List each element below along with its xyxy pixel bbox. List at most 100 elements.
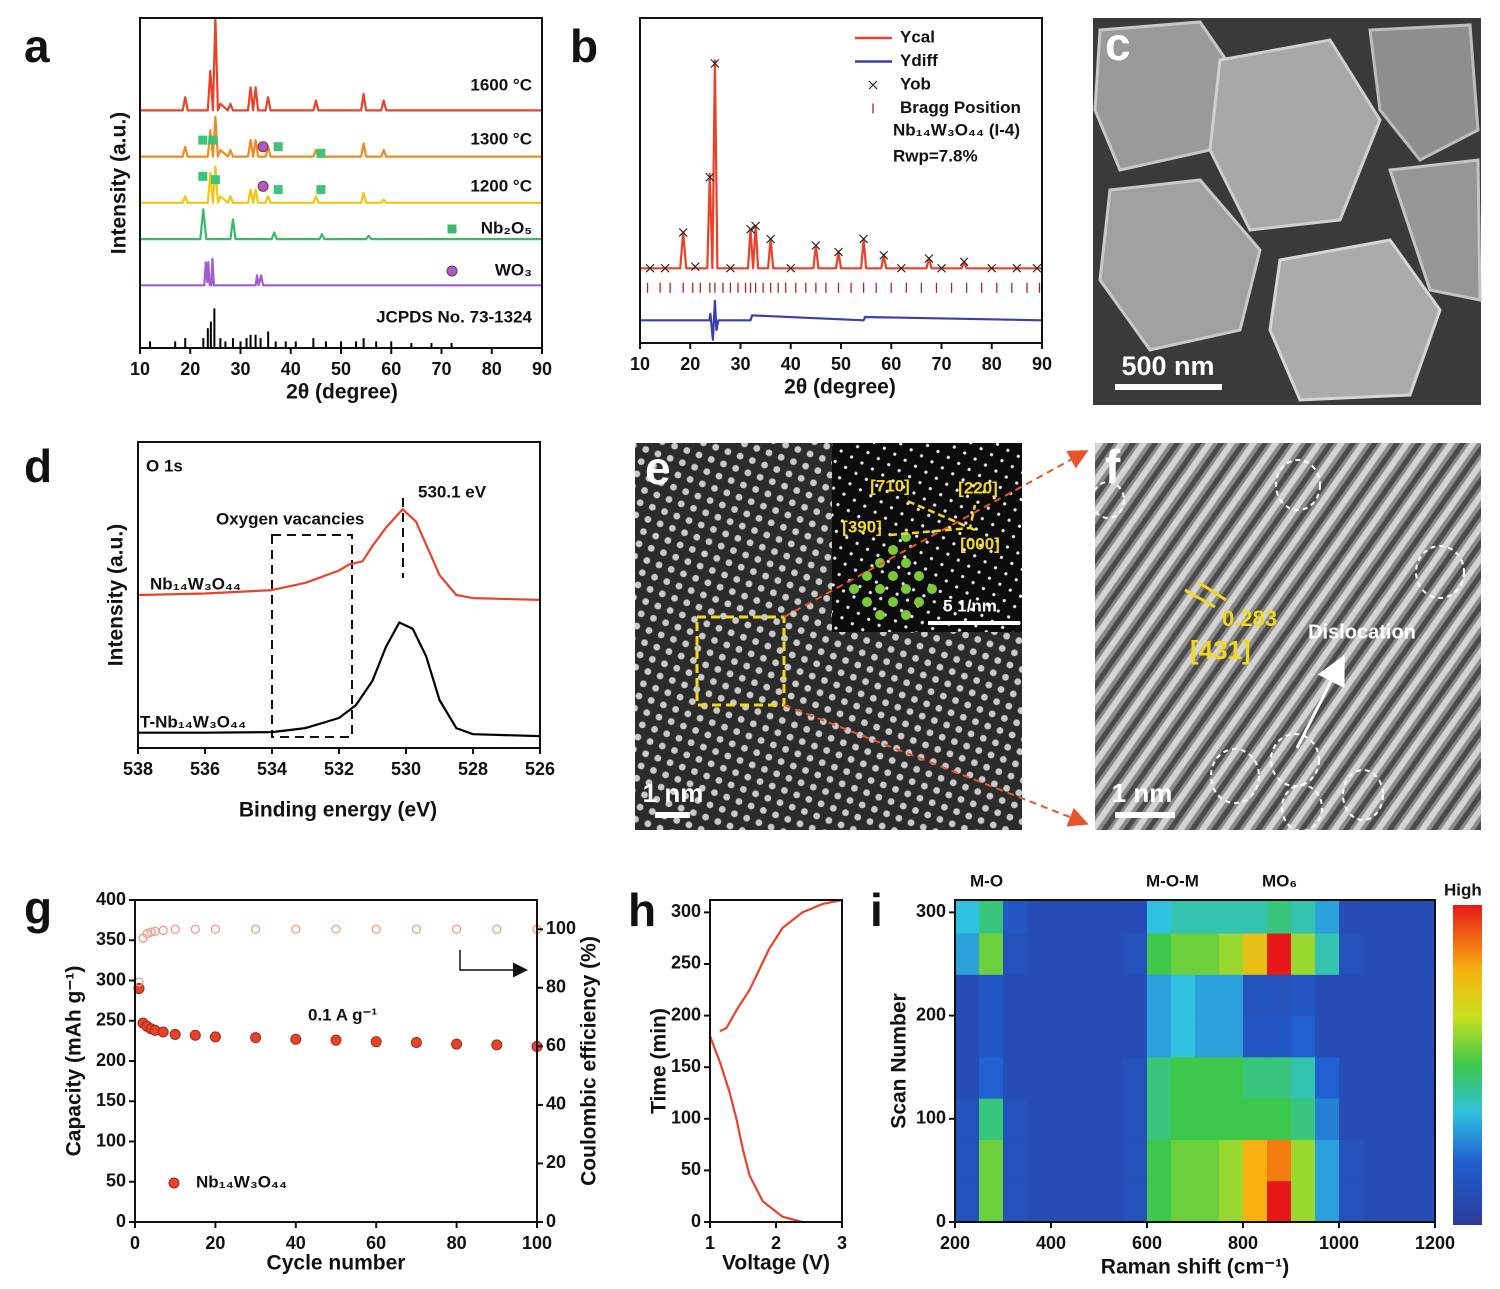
point [210,924,221,934]
heat-cell [1147,933,1172,975]
heat-cell [1267,1015,1292,1058]
heat-cell [1003,1098,1028,1140]
x-tick-label: 1200 [1415,1233,1455,1253]
x-tick-label: 100 [522,1233,552,1253]
heat-cell [1027,1056,1052,1099]
heat-cell [1027,1180,1052,1223]
heat-cell [1363,933,1388,975]
heat-cell [1387,974,1412,1017]
x-tick-label: 80 [982,354,1002,374]
heat-cell [1243,1180,1268,1223]
heat-cell [979,1015,1004,1058]
heat-cell [1051,1098,1076,1140]
axis-arrow [459,950,528,978]
heat-cell [1411,1139,1436,1182]
y-tick-label: 50 [681,1159,701,1179]
heat-cell [1267,1056,1292,1099]
heat-cell [955,1015,980,1058]
x-tick-label: 600 [1132,1233,1162,1253]
heat-cell [1387,933,1412,975]
heat-cell [1339,933,1364,975]
x-tick-label: 200 [940,1233,970,1253]
point [859,234,869,244]
heat-cell [1027,1139,1052,1182]
x-axis-label: 2θ (degree) [286,381,398,404]
plot-frame [954,899,1436,1223]
point [451,1038,463,1050]
y2-tick-label: 100 [546,918,576,938]
point [834,247,843,257]
heat-cell [1339,974,1364,1017]
legend-label: Yob [900,74,931,93]
x-tick-label: 536 [190,759,220,779]
heat-cell [1147,900,1172,934]
y-axis-label: Scan Number [888,993,911,1128]
heat-cell [955,1098,980,1140]
heat-cell [1243,933,1268,975]
y-tick-label: 150 [96,1090,126,1110]
y-tick-label: 100 [671,1108,701,1128]
series-label: Nb₁₄W₃O₄₄ [150,574,241,593]
heat-cell [1027,933,1052,975]
heat-cell [1339,1015,1364,1058]
panel-label: a [24,20,50,72]
dislocation-label: Dislocation [1308,621,1416,643]
point [257,180,269,192]
point [250,1032,262,1044]
heat-cell [1195,1139,1220,1182]
series-line [140,208,542,241]
point [1012,263,1022,273]
heat-cell [1291,1015,1316,1058]
heat-cell [1123,1056,1148,1099]
point [896,263,906,273]
heat-cell [1195,933,1220,975]
point [330,1034,342,1046]
x-tick-label: 60 [366,1233,386,1253]
annotation: O 1s [146,456,183,475]
heat-cell [1411,1056,1436,1099]
point [170,924,180,934]
heat-cell [1411,1098,1436,1140]
point [746,224,755,234]
zoom-line [783,704,1089,827]
point [1032,263,1042,273]
series-label: 1300 °C [470,129,532,148]
heat-cell [1387,1180,1412,1223]
x-tick-label: 532 [324,759,354,779]
heat-cell [1387,1139,1412,1182]
point [451,924,462,934]
heat-cell [1267,900,1292,934]
heat-cell [1267,1180,1292,1223]
annotation: Oxygen vacancies [216,509,364,528]
heat-cell [1027,1015,1052,1058]
point [316,185,326,195]
annotation: Rwp=7.8% [893,146,978,165]
y-axis-label: Time (min) [648,1008,671,1114]
panel-label: c [1105,18,1131,70]
heat-cell [1243,900,1268,934]
x-tick-label: 0 [130,1233,140,1253]
heat-cell [1075,1139,1100,1182]
heat-cell [1363,1056,1388,1099]
scale-bar-label: 1 nm [1112,778,1173,808]
x-tick-label: 60 [881,354,901,374]
series-line [138,621,541,738]
heat-cell [1291,1139,1316,1182]
plot-frame [639,17,1043,344]
point [987,263,997,273]
y-tick-label: 300 [671,901,701,921]
legend-label: Ydiff [900,51,938,70]
zone-axis-label: [431] [1190,635,1251,665]
heat-cell [1075,1015,1100,1058]
heat-cell [955,974,980,1017]
heat-cell [1099,1056,1124,1099]
panel-label: b [570,20,598,72]
sem-image: 500 nm [1093,18,1482,405]
heat-cell [1171,900,1196,934]
heat-cell [1099,900,1124,934]
colorbar [1453,905,1482,1225]
point [726,263,735,273]
legend-swatch [168,1177,180,1189]
heat-cell [1003,974,1028,1017]
x-tick-label: 40 [286,1233,306,1253]
